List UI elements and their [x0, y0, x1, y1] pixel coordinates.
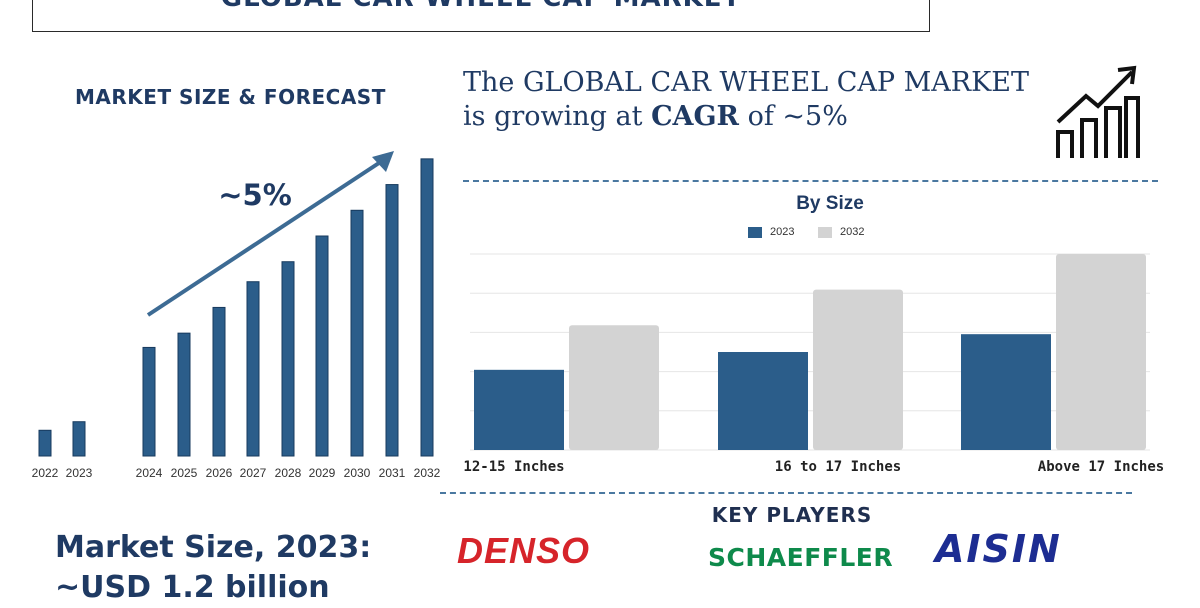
- cagr-prefix: is growing at: [463, 101, 652, 132]
- forecast-tick-2026: 2026: [206, 466, 233, 480]
- schaeffler-logo: SCHAEFFLER: [708, 543, 894, 572]
- forecast-bar-2027: [246, 281, 260, 457]
- forecast-bar-2023: [72, 421, 86, 457]
- cagr-line1: The GLOBAL CAR WHEEL CAP MARKET: [463, 67, 1030, 98]
- market-size-line1: Market Size, 2023:: [55, 530, 372, 565]
- market-size-chart: 2022 2023 2024 2025 2026 2027 2028 2029 2030 2031…: [32, 151, 441, 480]
- aisin-logo: AISIN: [935, 527, 1062, 571]
- size-bar-2032-1: [813, 289, 903, 450]
- forecast-bar-2031: [385, 184, 399, 457]
- forecast-tick-2023: 2023: [66, 466, 93, 480]
- cagr-suffix: of ~5%: [739, 101, 848, 132]
- cagr-statement: The GLOBAL CAR WHEEL CAP MARKET is growi…: [463, 66, 1029, 134]
- forecast-bar-2028: [281, 261, 295, 457]
- bottom-divider: [440, 492, 1132, 494]
- page-title: GLOBAL CAR WHEEL CAP MARKET: [33, 0, 929, 13]
- title-box: GLOBAL CAR WHEEL CAP MARKET: [32, 0, 930, 32]
- size-category-label: Above 17 Inches: [1038, 459, 1164, 475]
- size-bar-2032-2: [1056, 254, 1146, 450]
- forecast-bar-2029: [315, 235, 329, 457]
- forecast-bar-2026: [212, 306, 226, 457]
- cagr-line2: is growing at CAGR of ~5%: [463, 100, 1029, 134]
- legend-swatch-2023: [748, 226, 762, 238]
- forecast-tick-2025: 2025: [171, 466, 198, 480]
- size-bar-2023-2: [961, 334, 1051, 450]
- forecast-tick-2032: 2032: [414, 466, 441, 480]
- top-divider: [463, 180, 1158, 182]
- by-size-title: By Size: [796, 193, 864, 214]
- forecast-bar-2024: [142, 346, 156, 457]
- forecast-tick-2029: 2029: [309, 466, 336, 480]
- legend-2023: 2023: [748, 226, 794, 238]
- key-players-heading: KEY PLAYERS: [0, 503, 1200, 527]
- key-players-label: KEY PLAYERS: [711, 503, 873, 527]
- size-bar-2023-1: [718, 352, 808, 450]
- forecast-tick-2028: 2028: [275, 466, 302, 480]
- forecast-bar-2022: [38, 429, 52, 457]
- denso-logo: DENSO: [457, 530, 591, 571]
- size-bar-2032-0: [569, 325, 659, 450]
- forecast-bar-2030: [350, 209, 364, 457]
- bar-chart-growth-icon: [1056, 65, 1140, 158]
- by-size-chart: 12-15 Inches 16 to 17 Inches Above 17 Inch…: [463, 253, 1164, 475]
- legend-2032: 2032: [818, 226, 864, 238]
- forecast-bar-2032: [420, 158, 434, 457]
- market-size-text: Market Size, 2023: ~USD 1.2 billion: [55, 528, 371, 608]
- size-category-label: 12-15 Inches: [463, 459, 564, 475]
- legend-swatch-2032: [818, 226, 832, 238]
- market-size-line2: ~USD 1.2 billion: [55, 570, 330, 605]
- legend-label-2032: 2032: [840, 226, 865, 238]
- forecast-tick-2030: 2030: [344, 466, 371, 480]
- forecast-tick-2027: 2027: [240, 466, 267, 480]
- market-size-heading: MARKET SIZE & FORECAST: [75, 85, 386, 109]
- forecast-tick-2024: 2024: [136, 466, 163, 480]
- size-bar-2023-0: [474, 369, 564, 450]
- forecast-tick-2031: 2031: [379, 466, 406, 480]
- size-category-label: 16 to 17 Inches: [775, 459, 901, 475]
- forecast-tick-2022: 2022: [32, 466, 59, 480]
- legend-label-2023: 2023: [770, 226, 795, 238]
- cagr-annotation: ~5%: [218, 178, 292, 212]
- forecast-bar-2025: [177, 332, 191, 457]
- cagr-bold: CAGR: [651, 101, 739, 132]
- growth-arrow: [146, 157, 387, 317]
- growth-arrow-head: [372, 151, 394, 172]
